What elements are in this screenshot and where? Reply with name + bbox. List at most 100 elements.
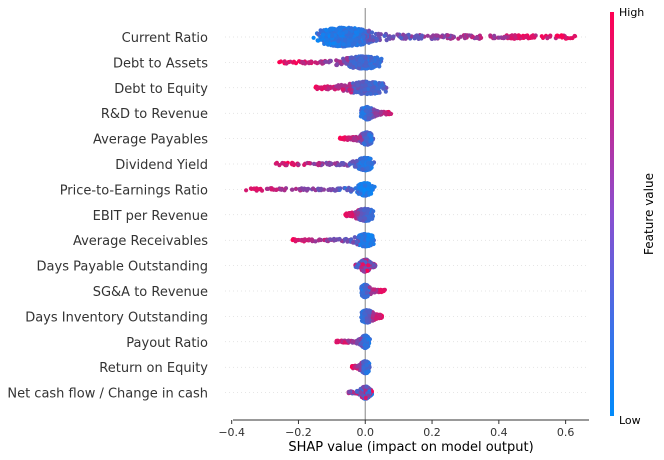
shap-dot — [319, 186, 324, 191]
shap-dot — [356, 262, 361, 267]
shap-dot — [377, 64, 382, 69]
shap-dot — [362, 216, 368, 221]
shap-dot — [308, 59, 314, 64]
shap-dot — [284, 163, 289, 168]
shap-dot — [425, 33, 430, 38]
shap-dot — [351, 65, 356, 70]
shap-dot — [323, 59, 328, 64]
feature-row-dots — [244, 181, 377, 198]
shap-dot — [337, 25, 342, 30]
shap-dot — [346, 338, 351, 343]
shap-dot — [324, 41, 329, 46]
shap-dot — [378, 110, 383, 115]
shap-dot — [290, 60, 296, 65]
shap-dot — [555, 33, 560, 38]
shap-dot — [316, 31, 321, 36]
shap-dot — [352, 164, 357, 169]
shap-dot — [274, 187, 279, 192]
shap-dot — [370, 313, 375, 318]
shap-dot — [360, 110, 365, 115]
shap-dot — [316, 160, 322, 166]
shap-dot — [362, 286, 367, 292]
shap-dot — [337, 236, 342, 242]
shap-dot — [366, 263, 371, 268]
shap-dot — [369, 185, 374, 190]
shap-dot — [358, 114, 363, 119]
shap-dot — [356, 210, 361, 215]
shap-dot — [332, 238, 337, 243]
shap-dot — [332, 161, 337, 166]
shap-dot — [297, 187, 302, 192]
shap-dot — [362, 183, 367, 188]
shap-dot — [360, 167, 365, 172]
shap-dot — [359, 28, 364, 33]
shap-dot — [367, 310, 372, 315]
shap-dot — [336, 339, 341, 344]
shap-dot — [269, 187, 274, 192]
shap-dot — [313, 239, 318, 244]
shap-dot — [328, 237, 333, 242]
shap-dot — [572, 33, 577, 39]
feature-row-dots — [343, 206, 376, 223]
feature-row-dots — [273, 155, 377, 173]
shap-dot — [358, 191, 363, 196]
shap-dot — [296, 162, 301, 167]
shap-dot — [367, 214, 372, 219]
shap-dot — [360, 262, 365, 267]
shap-dot — [516, 33, 521, 38]
shap-dot — [366, 160, 371, 165]
shap-dot — [497, 35, 502, 40]
shap-dot — [365, 237, 370, 242]
shap-dot — [324, 27, 329, 32]
shap-dot — [345, 188, 350, 193]
shap-dot — [529, 34, 534, 39]
shap-dot — [371, 107, 376, 112]
shap-dot — [311, 161, 317, 166]
shap-dot — [359, 137, 364, 142]
shap-dot — [364, 60, 369, 65]
shap-dot — [388, 111, 393, 116]
shap-dot — [353, 137, 358, 142]
shap-dot — [316, 186, 321, 191]
shap-dot — [358, 216, 363, 221]
shap-dot — [467, 33, 472, 38]
shap-dot — [362, 311, 367, 316]
shap-dot — [356, 66, 361, 71]
shap-dot — [346, 42, 351, 47]
shap-dot — [371, 263, 376, 268]
feature-row-dots — [337, 130, 376, 147]
shap-dot — [369, 233, 374, 238]
shap-dot — [382, 33, 387, 39]
shap-dot — [341, 42, 346, 47]
shap-dot — [375, 60, 380, 65]
shap-dot — [300, 59, 305, 65]
feature-row-dots — [359, 282, 387, 300]
shap-dot — [265, 186, 270, 191]
feature-row-dots — [349, 359, 372, 376]
shap-dot — [492, 33, 497, 39]
shap-dot — [364, 318, 369, 324]
shap-dot — [347, 87, 352, 92]
shap-dot — [384, 38, 389, 43]
shap-dot — [368, 91, 373, 96]
shap-dot — [335, 44, 340, 49]
shap-dot — [359, 56, 364, 62]
shap-dot — [363, 344, 368, 349]
shap-dot — [363, 64, 369, 69]
row-guides — [225, 36, 589, 393]
shap-dot — [357, 39, 362, 45]
shap-dot — [360, 159, 365, 164]
shap-dot — [375, 37, 380, 43]
shap-dot — [341, 161, 346, 166]
shap-dot — [322, 85, 327, 90]
shap-dot — [347, 211, 352, 216]
shap-dot — [343, 212, 349, 217]
shap-dot — [282, 59, 287, 64]
shap-dot — [282, 187, 287, 192]
shap-dot — [355, 339, 360, 344]
shap-dot — [374, 316, 379, 321]
shap-dot — [363, 115, 368, 120]
shap-dot — [348, 33, 354, 38]
shap-dot — [293, 186, 299, 191]
shap-dot — [289, 187, 295, 192]
